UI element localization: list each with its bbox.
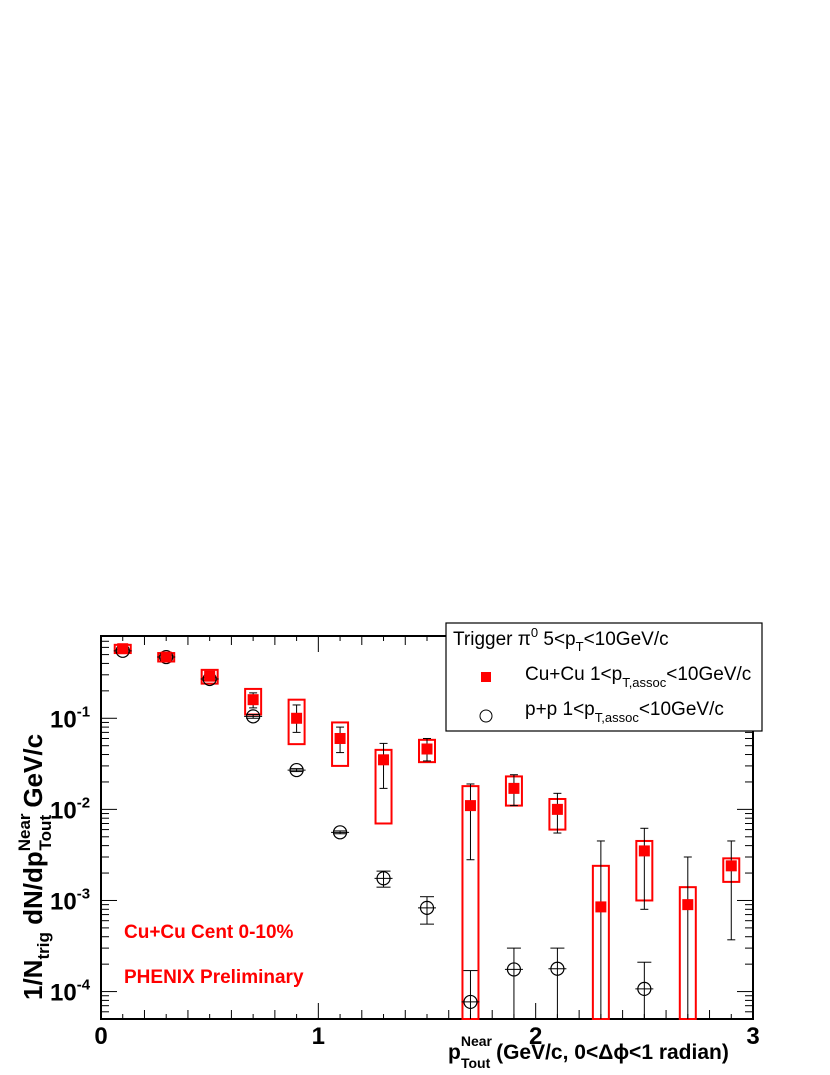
pp-marker (419, 900, 435, 915)
legend-marker-pp (479, 709, 493, 723)
legend-entry-cucu: Cu+Cu 1<pT,assoc<10GeV/c (525, 664, 751, 690)
pp-marker (246, 709, 261, 724)
cucu-marker (421, 743, 433, 755)
x-axis-title: pNear Tout (GeV/c, 0<Δϕ<1 radian) (448, 1033, 729, 1071)
y-tick-label: 10-4 (50, 977, 91, 1007)
cucu-marker (551, 803, 563, 815)
pp-marker (332, 825, 348, 840)
y-tick-label: 10-1 (50, 703, 90, 733)
legend: Trigger π0 5<pT<10GeV/c Cu+Cu 1<pT,assoc… (445, 622, 763, 732)
y-tick-label: 10-2 (50, 794, 90, 824)
x-tick-label: 2 (529, 1023, 542, 1050)
cucu-marker (464, 800, 476, 812)
legend-header: Trigger π0 5<pT<10GeV/c (453, 625, 669, 654)
legend-marker-cucu (481, 672, 491, 682)
cucu-marker (247, 694, 259, 706)
centrality-annotation: Cu+Cu Cent 0-10% (124, 922, 294, 943)
cucu-marker (725, 860, 737, 872)
legend-entry-pp: p+p 1<pT,assoc<10GeV/c (525, 699, 724, 725)
cucu-systematic-box (200, 668, 219, 685)
cucu-marker (682, 899, 694, 911)
pp-marker (463, 994, 478, 1010)
cucu-marker (638, 845, 650, 857)
cucu-marker (160, 651, 172, 663)
cucu-marker (508, 782, 520, 794)
cucu-marker (334, 732, 346, 744)
cucu-systematic-box (331, 721, 350, 767)
cucu-systematic-box (287, 698, 306, 746)
phenix-preliminary-annotation: PHENIX Preliminary (124, 967, 304, 988)
x-tick-label: 1 (312, 1023, 325, 1050)
pp-marker (637, 981, 652, 996)
pp-marker (376, 871, 391, 886)
pp-marker (159, 649, 174, 665)
cucu-marker (204, 670, 216, 682)
y-tick-label: 10-3 (50, 885, 90, 915)
pp-marker (506, 962, 522, 977)
pp-marker (289, 762, 304, 778)
cucu-marker (291, 712, 303, 724)
cucu-marker (595, 901, 607, 913)
x-tick-label: 0 (94, 1023, 107, 1050)
x-tick-label: 3 (746, 1023, 759, 1050)
pp-marker (550, 961, 565, 976)
cucu-marker (378, 754, 390, 766)
legend-box (445, 622, 763, 732)
cucu-marker (117, 643, 129, 655)
y-axis-title: 1/Ntrig dN/dpNear Tout GeV/c (15, 734, 55, 1000)
